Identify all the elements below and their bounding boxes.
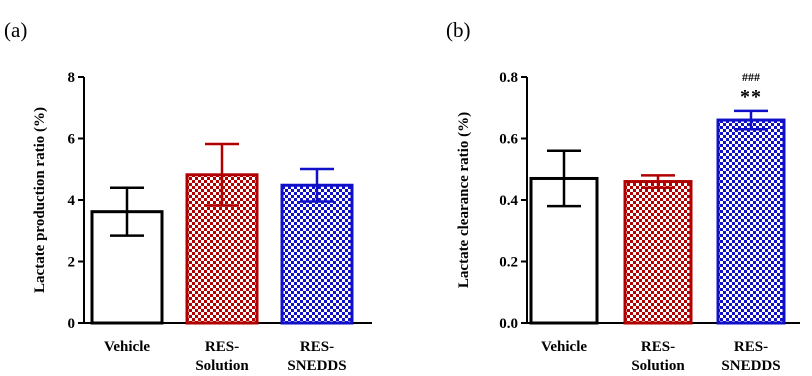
category-label-line: RES- xyxy=(641,339,675,355)
chart-panel-b: (b) Lactate clearance ratio (%) 0.0 0.2 0.4 0… xyxy=(446,18,800,374)
y-tick-label: 0.8 xyxy=(499,70,518,86)
bar xyxy=(529,176,599,325)
category-label-line: Vehicle xyxy=(104,339,150,355)
panel-label: (b) xyxy=(446,18,471,42)
category-label: RES- SNEDDS xyxy=(287,339,346,374)
y-tick-label: 0.4 xyxy=(499,193,518,209)
category-label-line: RES- xyxy=(205,339,239,355)
y-tick-label: 0.2 xyxy=(499,255,518,271)
category-label-line: Solution xyxy=(631,358,685,374)
category-label: RES- SNEDDS xyxy=(721,339,780,374)
significance-star: ** xyxy=(740,86,762,108)
category-label-line: Vehicle xyxy=(541,339,587,355)
y-tick-label: 4 xyxy=(68,193,76,209)
bar xyxy=(280,183,354,325)
category-label: Vehicle xyxy=(104,339,150,355)
y-tick-label: 0.6 xyxy=(499,132,518,148)
category-label-line: Solution xyxy=(195,358,249,374)
panel-label: (a) xyxy=(4,18,27,42)
y-axis-label: Lactate clearance ratio (%) xyxy=(456,112,472,288)
y-tick-label: 0 xyxy=(68,316,76,332)
y-tick-label: 6 xyxy=(68,132,76,148)
category-label: RES- Solution xyxy=(631,339,685,374)
significance-hash: ### xyxy=(742,70,760,84)
category-label-line: SNEDDS xyxy=(721,358,780,374)
bar xyxy=(623,180,693,325)
category-label-line: SNEDDS xyxy=(287,358,346,374)
chart-panel-a: (a) Lactate production ratio (%) 0 2 4 6 8 Vehi… xyxy=(4,18,372,374)
y-tick-label: 2 xyxy=(68,255,76,271)
y-tick-label: 0.0 xyxy=(499,316,518,332)
category-label-line: RES- xyxy=(734,339,768,355)
category-label: Vehicle xyxy=(541,339,587,355)
category-label: RES- Solution xyxy=(195,339,249,374)
y-axis-label: Lactate production ratio (%) xyxy=(32,107,48,293)
category-label-line: RES- xyxy=(300,339,334,355)
y-tick-label: 8 xyxy=(68,70,76,86)
bar xyxy=(716,118,786,325)
